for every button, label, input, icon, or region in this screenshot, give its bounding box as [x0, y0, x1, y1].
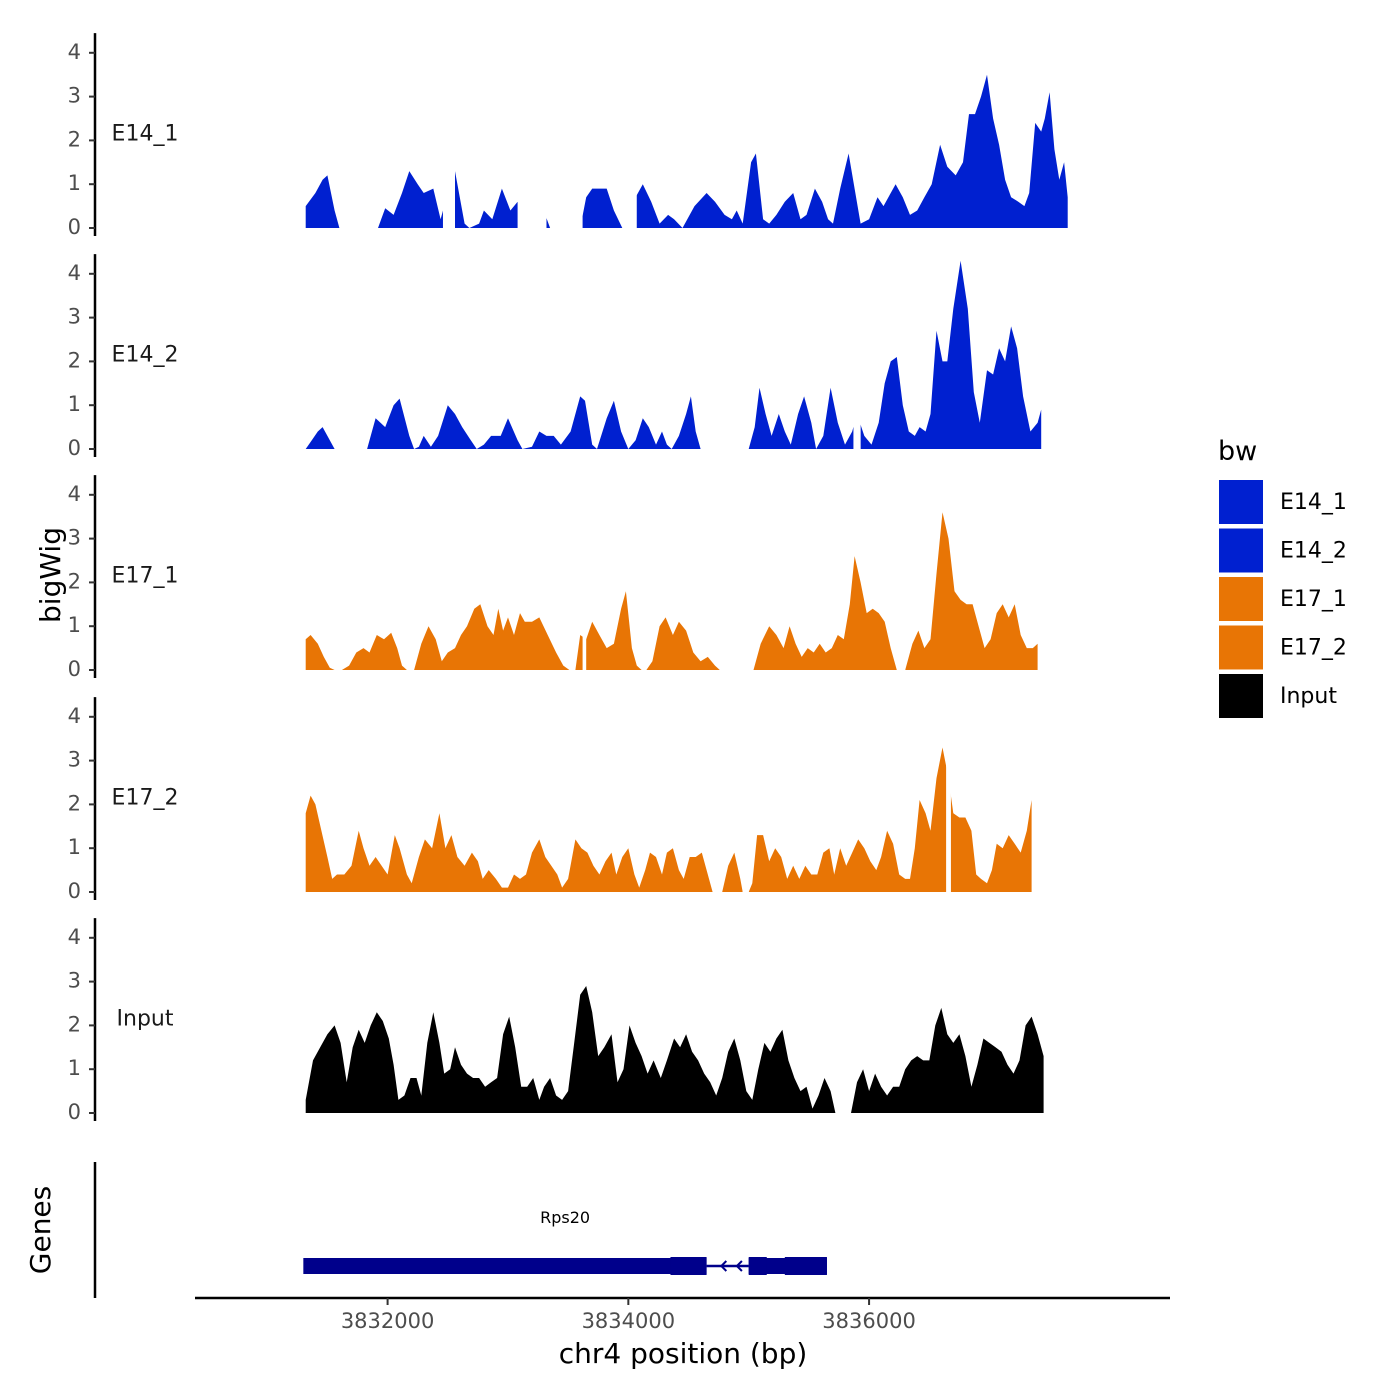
track-Input: 0 1 2 3 4 Input: [68, 894, 1044, 1124]
x-axis-ticks: 3832000 3834000 3836000: [341, 1298, 916, 1333]
no-data-gap: [575, 9, 583, 229]
y-tick-label: 1: [68, 613, 81, 637]
legend-swatch-Input: [1219, 674, 1263, 718]
y-tick-label: 0: [68, 879, 81, 903]
strand-arrow: [735, 1260, 743, 1272]
gene-exon-block: [670, 1257, 707, 1275]
y-tick-label: 2: [68, 569, 81, 593]
track-label-E17_2: E17_2: [112, 786, 179, 811]
no-data-gap: [722, 451, 752, 671]
gene-label: Rps20: [540, 1208, 590, 1227]
y-tick-label: 3: [68, 84, 81, 108]
y-tick-label: 4: [68, 482, 81, 506]
y-tick-label: 3: [68, 305, 81, 329]
legend: bw E14_1 E14_2 E17_1 E17_2 Input: [1218, 436, 1347, 718]
y-tick-label: 3: [68, 969, 81, 993]
x-tick-label: 3834000: [582, 1309, 676, 1333]
y-tick-label: 0: [68, 215, 81, 239]
no-data-gap: [742, 673, 749, 893]
y-tick-label: 2: [68, 348, 81, 372]
coverage-area-Input: [305, 986, 1044, 1113]
y-tick-label: 0: [68, 657, 81, 681]
no-data-gap: [901, 451, 906, 671]
coverage-area-E17_2: [305, 747, 1032, 892]
gene-exon-block: [748, 1257, 767, 1275]
track-E14_2: 0 1 2 3 4 E14_2: [68, 230, 1042, 460]
gene-model: [303, 1257, 827, 1275]
no-data-gap: [628, 9, 637, 229]
no-data-gap: [715, 673, 722, 893]
y-tick-label: 3: [68, 748, 81, 772]
y-tick-label: 2: [68, 791, 81, 815]
no-data-gap: [337, 230, 366, 450]
track-label-E14_2: E14_2: [112, 343, 179, 368]
track-label-E17_1: E17_1: [112, 564, 179, 589]
track-label-E14_1: E14_1: [112, 122, 179, 147]
y-tick-label: 4: [68, 704, 81, 728]
x-axis-title: chr4 position (bp): [559, 1337, 808, 1370]
y-tick-label: 1: [68, 835, 81, 859]
no-data-gap: [517, 9, 547, 229]
y-tick-label: 1: [68, 1056, 81, 1080]
track-E17_2: 0 1 2 3 4 E17_2: [68, 673, 1032, 903]
y-tick-label: 0: [68, 1100, 81, 1124]
track-label-Input: Input: [117, 1007, 174, 1032]
y-tick-label: 1: [68, 392, 81, 416]
y-tick-label: 3: [68, 526, 81, 550]
legend-label-E17_1: E17_1: [1280, 587, 1347, 612]
gene-panel: Genes Rps20: [24, 1162, 827, 1298]
track-E17_1: 0 1 2 3 4 E17_1: [68, 451, 1038, 681]
no-data-gap: [716, 230, 746, 450]
coverage-area-E17_1: [305, 512, 1038, 670]
y-tick-label: 1: [68, 171, 81, 195]
legend-items: E14_1 E14_2 E17_1 E17_2 Input: [1219, 480, 1347, 718]
y-tick-label: 4: [68, 261, 81, 285]
legend-title: bw: [1218, 436, 1257, 467]
no-data-gap: [837, 894, 849, 1114]
y-axis-title: bigWig: [34, 527, 67, 623]
no-data-gap: [345, 9, 376, 229]
y-tick-label: 4: [68, 925, 81, 949]
x-tick-label: 3832000: [341, 1309, 435, 1333]
x-axis: 3832000 3834000 3836000 chr4 position (bp): [195, 1296, 1170, 1370]
gene-exon: [303, 1258, 707, 1274]
no-data-gap: [582, 451, 587, 671]
y-tick-label: 0: [68, 436, 81, 460]
strand-arrow: [719, 1260, 728, 1272]
legend-label-E14_2: E14_2: [1280, 539, 1347, 564]
legend-swatch-E17_1: [1219, 577, 1263, 621]
x-tick-label: 3836000: [822, 1309, 916, 1333]
y-tick-label: 2: [68, 127, 81, 151]
gene-exon-block: [784, 1257, 827, 1275]
genes-title: Genes: [24, 1186, 57, 1274]
y-tick-label: 2: [68, 1012, 81, 1036]
legend-label-E14_1: E14_1: [1280, 490, 1347, 515]
bigwig-tracks: 0 1 2 3 4 E14_1 0 1 2 3 4 E14_2 0 1 2 3 4 E17_1 0 1 2 3 4 E17_2…: [68, 9, 1068, 1124]
no-data-gap: [442, 9, 455, 229]
legend-swatch-E14_1: [1219, 480, 1263, 524]
coverage-area-E14_1: [305, 74, 1068, 228]
legend-label-Input: Input: [1280, 684, 1337, 709]
no-data-gap: [946, 673, 951, 893]
legend-label-E17_2: E17_2: [1280, 636, 1347, 661]
no-data-gap: [853, 230, 861, 450]
legend-swatch-E14_2: [1219, 528, 1263, 573]
legend-swatch-E17_2: [1219, 625, 1263, 670]
track-E14_1: 0 1 2 3 4 E14_1: [68, 9, 1068, 239]
y-tick-label: 4: [68, 40, 81, 64]
coverage-area-E14_2: [305, 260, 1042, 449]
